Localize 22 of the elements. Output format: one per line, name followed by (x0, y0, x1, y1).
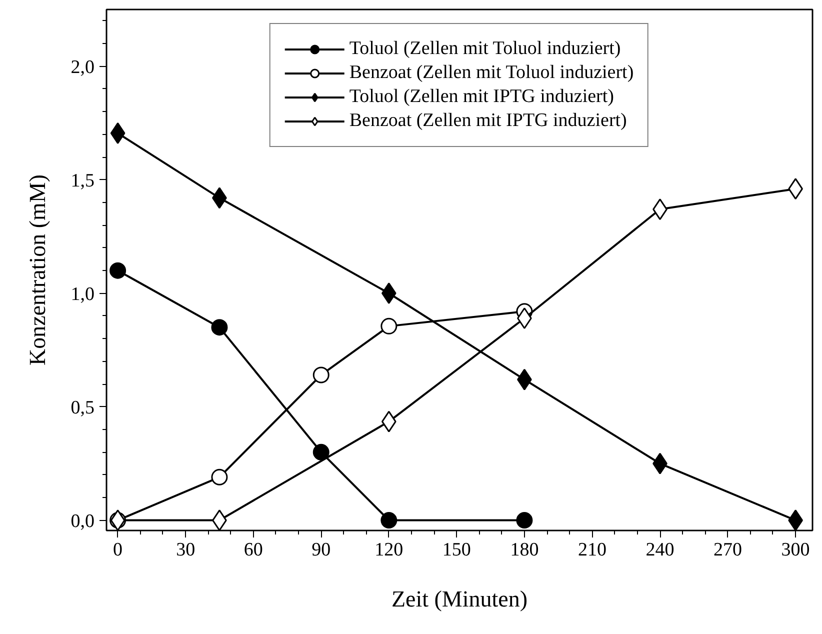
y-tick-label: 0,0 (70, 510, 94, 532)
legend-label: Toluol (Zellen mit Toluol induziert) (349, 38, 621, 60)
x-tick-label: 60 (244, 540, 263, 560)
x-tick-label: 270 (714, 540, 742, 560)
x-axis-title: Zeit (Minuten) (391, 586, 528, 612)
x-tick-label: 210 (578, 540, 606, 560)
y-tick-label: 1,0 (70, 284, 94, 305)
legend-label: Benzoat (Zellen mit Toluol induziert) (349, 62, 634, 84)
x-tick-label: 180 (510, 540, 539, 560)
y-axis-title: Konzentration (mM) (24, 174, 50, 366)
x-tick-label: 150 (442, 540, 471, 560)
legend-label: Benzoat (Zellen mit IPTG induziert) (349, 110, 627, 132)
x-tick-label: 120 (374, 540, 404, 560)
x-tick-label: 240 (646, 540, 674, 560)
y-tick-label: 2,0 (70, 56, 94, 78)
y-tick-label: 0,5 (70, 397, 94, 418)
x-tick-label: 0 (113, 540, 123, 560)
x-tick-label: 30 (176, 540, 196, 560)
y-tick-label: 1,5 (70, 170, 94, 192)
legend-label: Toluol (Zellen mit IPTG induziert) (349, 86, 614, 108)
x-tick-label: 300 (781, 540, 810, 560)
x-tick-label: 90 (312, 540, 331, 560)
